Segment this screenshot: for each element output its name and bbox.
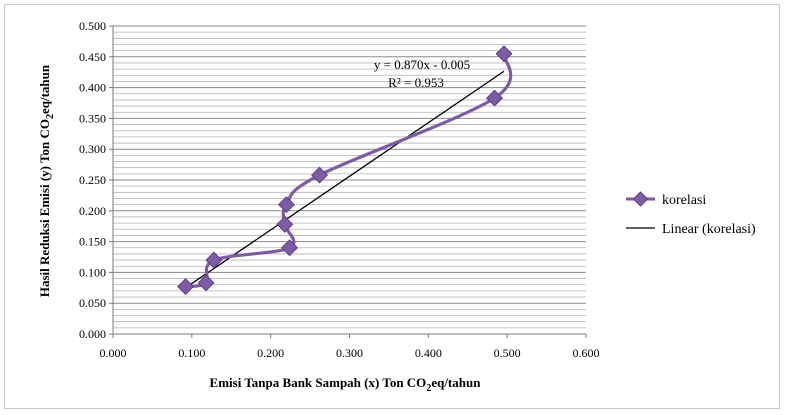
data-point xyxy=(205,251,223,269)
y-tick-label: 0.400 xyxy=(79,81,106,95)
x-tick-label: 0.000 xyxy=(100,346,127,360)
series-line-korelasi xyxy=(185,53,513,289)
chart-frame xyxy=(4,4,780,409)
x-axis-title-sub: 2 xyxy=(426,383,431,394)
x-tick-label: 0.200 xyxy=(257,346,284,360)
axes xyxy=(109,25,587,338)
y-tick-label: 0.500 xyxy=(79,19,106,33)
legend-series-marker xyxy=(632,191,649,207)
x-tick-label: 0.400 xyxy=(415,346,442,360)
y-axis-title-tail: eq/tahun xyxy=(37,64,52,114)
legend: korelasi Linear (korelasi) xyxy=(626,191,756,237)
y-tick-label: 0.300 xyxy=(79,142,106,156)
x-axis-title-main: Emisi Tanpa Bank Sampah (x) Ton CO xyxy=(210,375,427,390)
data-point xyxy=(311,166,329,184)
x-tick-label: 0.100 xyxy=(178,346,205,360)
y-tick-label: 0.150 xyxy=(79,235,106,249)
trendline-layer xyxy=(185,70,505,289)
trendline-r2: R² = 0.953 xyxy=(388,75,444,90)
x-axis-title-tail: eq/tahun xyxy=(431,375,481,390)
y-tick-label: 0.000 xyxy=(79,327,106,341)
series-layer xyxy=(177,45,513,296)
y-axis-title-main: Hasil Reduksi Emisi (y) Ton CO xyxy=(37,119,52,297)
y-tick-label: 0.200 xyxy=(79,204,106,218)
x-tick-labels: 0.000 0.100 0.200 0.300 0.400 0.500 0.600 xyxy=(100,346,600,360)
y-tick-label: 0.250 xyxy=(79,173,106,187)
x-tick-label: 0.600 xyxy=(573,346,600,360)
data-point xyxy=(495,45,513,63)
x-tick-label: 0.500 xyxy=(494,346,521,360)
data-point xyxy=(277,196,295,214)
y-tick-label: 0.450 xyxy=(79,50,106,64)
y-tick-labels: 0.000 0.050 0.100 0.150 0.200 0.250 0.300 0.350… xyxy=(79,19,106,341)
data-point xyxy=(486,89,504,107)
legend-series-label: korelasi xyxy=(662,193,706,208)
y-axis-title-sub: 2 xyxy=(45,114,56,119)
y-tick-label: 0.350 xyxy=(79,111,106,125)
y-tick-label: 0.100 xyxy=(79,265,106,279)
y-axis-title: Hasil Reduksi Emisi (y) Ton CO2eq/tahun xyxy=(37,64,56,297)
legend-trendline-label: Linear (korelasi) xyxy=(662,222,756,237)
y-tick-label: 0.050 xyxy=(79,296,106,310)
x-axis-title: Emisi Tanpa Bank Sampah (x) Ton CO2eq/ta… xyxy=(210,375,482,394)
data-point xyxy=(177,278,195,296)
x-tick-label: 0.300 xyxy=(336,346,363,360)
linear-trendline xyxy=(185,70,505,289)
data-point xyxy=(281,239,299,257)
trendline-equation: y = 0.870x - 0.005 xyxy=(374,57,470,72)
data-point xyxy=(276,215,294,233)
data-point xyxy=(197,274,215,292)
